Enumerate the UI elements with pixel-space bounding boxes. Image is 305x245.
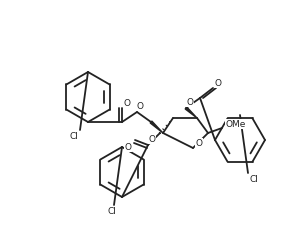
Polygon shape <box>150 121 163 133</box>
Text: O: O <box>137 101 143 110</box>
Text: OMe: OMe <box>226 120 246 128</box>
Text: O: O <box>149 135 156 144</box>
Text: Cl: Cl <box>249 174 258 184</box>
Text: O: O <box>124 98 131 108</box>
Text: O: O <box>196 138 203 147</box>
Text: Cl: Cl <box>108 207 117 216</box>
Text: O: O <box>124 143 131 151</box>
Text: Cl: Cl <box>70 132 78 140</box>
Text: O: O <box>214 78 221 87</box>
Polygon shape <box>185 107 197 118</box>
Text: O: O <box>186 98 193 107</box>
